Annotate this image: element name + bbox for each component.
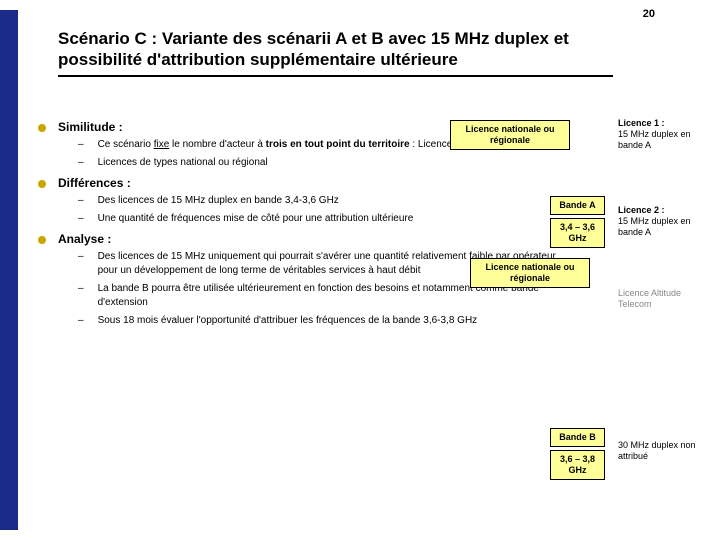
side-label-text: 30 MHz duplex non attribué: [618, 440, 696, 461]
item-text: Licences de types national ou régional: [98, 156, 268, 170]
side-label-text: 15 MHz duplex en bande A: [618, 129, 691, 150]
item-text: Sous 18 mois évaluer l'opportunité d'att…: [98, 314, 478, 328]
bullet-icon: [38, 236, 46, 244]
side-label-title: Licence 1 :: [618, 118, 665, 128]
side-licence-2: Licence 2 : 15 MHz duplex en bande A: [618, 205, 713, 237]
side-altitude: Licence Altitude Telecom: [618, 288, 713, 310]
bullet-icon: [38, 180, 46, 188]
side-label-text: 15 MHz duplex en bande A: [618, 216, 691, 237]
section-heading: Différences :: [58, 176, 131, 190]
list-item: – Une quantité de fréquences mise de côt…: [78, 212, 578, 226]
side-bande-b: 30 MHz duplex non attribué: [618, 440, 713, 462]
dash-icon: –: [78, 250, 84, 278]
box-bande-b: Bande B: [550, 428, 605, 447]
box-licence-nationale-2: Licence nationale ou régionale: [470, 258, 590, 288]
item-text: Des licences de 15 MHz duplex en bande 3…: [98, 194, 339, 208]
dash-icon: –: [78, 212, 84, 226]
section-heading: Similitude :: [58, 120, 123, 134]
box-range-2: 3,6 – 3,8 GHz: [550, 450, 605, 480]
section-differences: Différences : – Des licences de 15 MHz d…: [38, 176, 578, 226]
dash-icon: –: [78, 194, 84, 208]
side-label-title: Licence 2 :: [618, 205, 665, 215]
list-item: – Licences de types national ou régional: [78, 156, 578, 170]
dash-icon: –: [78, 138, 84, 152]
item-text: Une quantité de fréquences mise de côté …: [98, 212, 414, 226]
box-bande-a: Bande A: [550, 196, 605, 215]
vertical-blue-bar: [0, 10, 18, 530]
list-item: – Sous 18 mois évaluer l'opportunité d'a…: [78, 314, 578, 328]
dash-icon: –: [78, 314, 84, 328]
page-number: 20: [643, 8, 655, 20]
content-area: Similitude : – Ce scénario fixe le nombr…: [38, 120, 578, 334]
slide-title: Scénario C : Variante des scénarii A et …: [58, 28, 613, 77]
box-range-1: 3,4 – 3,6 GHz: [550, 218, 605, 248]
box-licence-nationale-1: Licence nationale ou régionale: [450, 120, 570, 150]
bullet-icon: [38, 124, 46, 132]
list-item: – Des licences de 15 MHz duplex en bande…: [78, 194, 578, 208]
dash-icon: –: [78, 156, 84, 170]
dash-icon: –: [78, 282, 84, 310]
section-heading: Analyse :: [58, 232, 111, 246]
side-label-title: Licence Altitude Telecom: [618, 288, 681, 309]
side-licence-1: Licence 1 : 15 MHz duplex en bande A: [618, 118, 713, 150]
